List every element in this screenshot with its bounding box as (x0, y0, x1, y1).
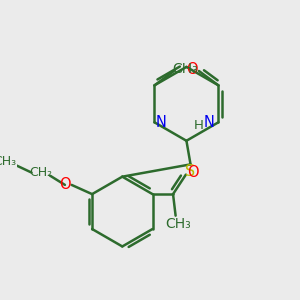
Text: CH₂: CH₂ (29, 166, 52, 179)
Text: N: N (155, 115, 166, 130)
Text: CH₃: CH₃ (0, 155, 16, 168)
Text: CH₃: CH₃ (165, 217, 191, 231)
Text: H: H (194, 119, 204, 132)
Text: O: O (59, 177, 71, 192)
Text: S: S (185, 164, 196, 179)
Text: CH₃: CH₃ (172, 62, 198, 76)
Text: O: O (186, 62, 198, 77)
Text: O: O (187, 165, 199, 180)
Text: N: N (204, 115, 214, 130)
